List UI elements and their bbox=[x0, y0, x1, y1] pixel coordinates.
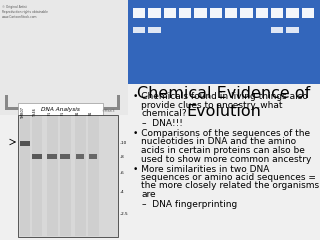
Text: • More similarities in two DNA: • More similarities in two DNA bbox=[133, 164, 269, 174]
Text: –8: –8 bbox=[120, 155, 125, 159]
Bar bbox=[194, 8, 207, 18]
Text: © Original Artist
Reproduction rights obtainable
www.CartoonStock.com: © Original Artist Reproduction rights ob… bbox=[2, 5, 48, 19]
Text: are: are bbox=[141, 190, 156, 199]
Bar bbox=[46, 116, 58, 236]
Bar bbox=[240, 8, 253, 18]
Text: nucleotides in DNA and the amino: nucleotides in DNA and the amino bbox=[141, 138, 296, 146]
Bar bbox=[133, 27, 145, 33]
Bar bbox=[32, 116, 42, 236]
Text: –4: –4 bbox=[120, 190, 124, 194]
Bar bbox=[179, 8, 191, 18]
Bar bbox=[60, 116, 70, 236]
Bar bbox=[18, 103, 103, 115]
Bar bbox=[148, 8, 161, 18]
Bar bbox=[286, 8, 299, 18]
Bar bbox=[164, 8, 176, 18]
Text: –6: –6 bbox=[120, 171, 125, 175]
Text: • Comparisons of the sequences of the: • Comparisons of the sequences of the bbox=[133, 129, 310, 138]
Bar bbox=[75, 116, 85, 236]
Text: –  DNA fingerprinting: – DNA fingerprinting bbox=[142, 200, 237, 209]
Bar bbox=[60, 154, 70, 158]
Text: TMB07: TMB07 bbox=[21, 107, 25, 119]
Text: Chemical Evidence of
Evolution: Chemical Evidence of Evolution bbox=[137, 86, 311, 119]
Text: F1: F1 bbox=[61, 111, 65, 115]
Bar bbox=[133, 8, 145, 18]
Bar bbox=[5, 107, 120, 110]
Bar bbox=[5, 95, 8, 110]
Bar bbox=[225, 8, 237, 18]
Bar bbox=[271, 27, 283, 33]
Bar bbox=[210, 8, 222, 18]
Bar bbox=[20, 116, 30, 236]
Text: –2.5: –2.5 bbox=[120, 212, 129, 216]
Text: –10: –10 bbox=[120, 141, 127, 145]
Bar bbox=[18, 115, 118, 237]
Bar bbox=[302, 8, 314, 18]
Text: F1: F1 bbox=[48, 111, 52, 115]
Bar bbox=[256, 8, 268, 18]
Text: the more closely related the organisms: the more closely related the organisms bbox=[141, 181, 319, 191]
Text: TS46: TS46 bbox=[33, 108, 37, 117]
Text: S1: S1 bbox=[76, 111, 80, 115]
Text: ©Mar/3: ©Mar/3 bbox=[101, 109, 115, 113]
Bar bbox=[32, 154, 42, 158]
Bar bbox=[87, 116, 99, 236]
Text: –  DNA!!!: – DNA!!! bbox=[142, 119, 183, 128]
Bar bbox=[47, 154, 57, 158]
Bar bbox=[117, 95, 120, 110]
Bar bbox=[148, 27, 161, 33]
Text: DNA Analysis: DNA Analysis bbox=[41, 107, 79, 112]
Bar bbox=[20, 140, 30, 145]
Bar bbox=[76, 154, 84, 158]
Bar bbox=[286, 27, 299, 33]
Bar bbox=[0, 0, 128, 115]
Text: • Chemicals found in living things also: • Chemicals found in living things also bbox=[133, 92, 308, 101]
Text: sequences or amino acid sequences =: sequences or amino acid sequences = bbox=[141, 173, 316, 182]
Bar bbox=[128, 0, 320, 84]
Text: provide clues to ancestry..what: provide clues to ancestry..what bbox=[141, 101, 283, 109]
Bar bbox=[271, 8, 283, 18]
Bar bbox=[89, 154, 97, 158]
Text: S1: S1 bbox=[89, 111, 93, 115]
Text: acids in certain proteins can also be: acids in certain proteins can also be bbox=[141, 146, 305, 155]
Text: used to show more common ancestry: used to show more common ancestry bbox=[141, 155, 311, 163]
Text: chemical?: chemical? bbox=[141, 109, 187, 118]
